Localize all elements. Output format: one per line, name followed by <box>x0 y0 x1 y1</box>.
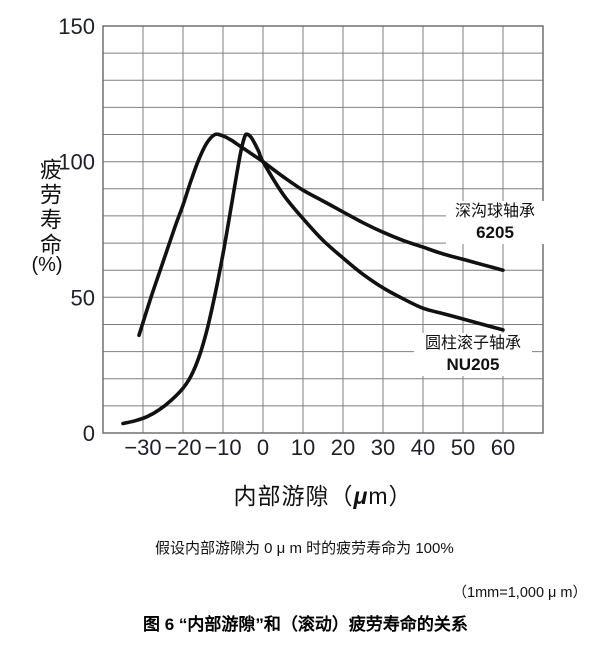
note-assumption: 假设内部游隙为 0 μ m 时的疲劳寿命为 100% <box>155 540 454 557</box>
x-tick-label: 40 <box>411 435 435 460</box>
x-axis-title-unit: m） <box>368 483 413 509</box>
x-axis-title-text: 内部游隙（ <box>233 483 354 509</box>
series-model-6205: 6205 <box>476 223 514 242</box>
series-name-ball-bearing: 深沟球轴承 <box>454 203 535 220</box>
x-tick-label: 50 <box>451 435 475 460</box>
y-tick-label: 0 <box>83 421 95 446</box>
y-tick-label: 100 <box>58 150 95 175</box>
series-label-roller-bearing: 圆柱滚子轴承 NU205 <box>414 333 532 377</box>
series-label-ball-bearing: 深沟球轴承 6205 <box>446 201 544 245</box>
x-tick-label: −20 <box>164 435 201 460</box>
curve-NU205 <box>121 132 505 426</box>
x-tick-label: 10 <box>291 435 315 460</box>
x-axis-title: 内部游隙（μm） <box>103 477 543 511</box>
curve-6205 <box>137 132 505 338</box>
y-axis-title: 疲劳寿命 <box>37 158 62 258</box>
x-tick-label: 30 <box>371 435 395 460</box>
note-unit-conversion: （1mm=1,000 μ m） <box>452 585 587 601</box>
mu-symbol: μ <box>353 483 369 509</box>
x-tick-label: 60 <box>491 435 515 460</box>
x-tick-label: −30 <box>124 435 161 460</box>
x-tick-label: 0 <box>257 435 269 460</box>
x-tick-label: 20 <box>331 435 355 460</box>
series-name-roller-bearing: 圆柱滚子轴承 <box>424 335 521 352</box>
x-tick-label: −10 <box>204 435 241 460</box>
y-tick-label: 150 <box>58 14 95 39</box>
y-tick-label: 50 <box>71 285 95 310</box>
series-model-nu205: NU205 <box>446 355 500 374</box>
y-axis-unit: (%) <box>31 254 63 276</box>
figure-caption: 图 6 “内部游隙”和（滚动）疲劳寿命的关系 <box>143 615 468 634</box>
